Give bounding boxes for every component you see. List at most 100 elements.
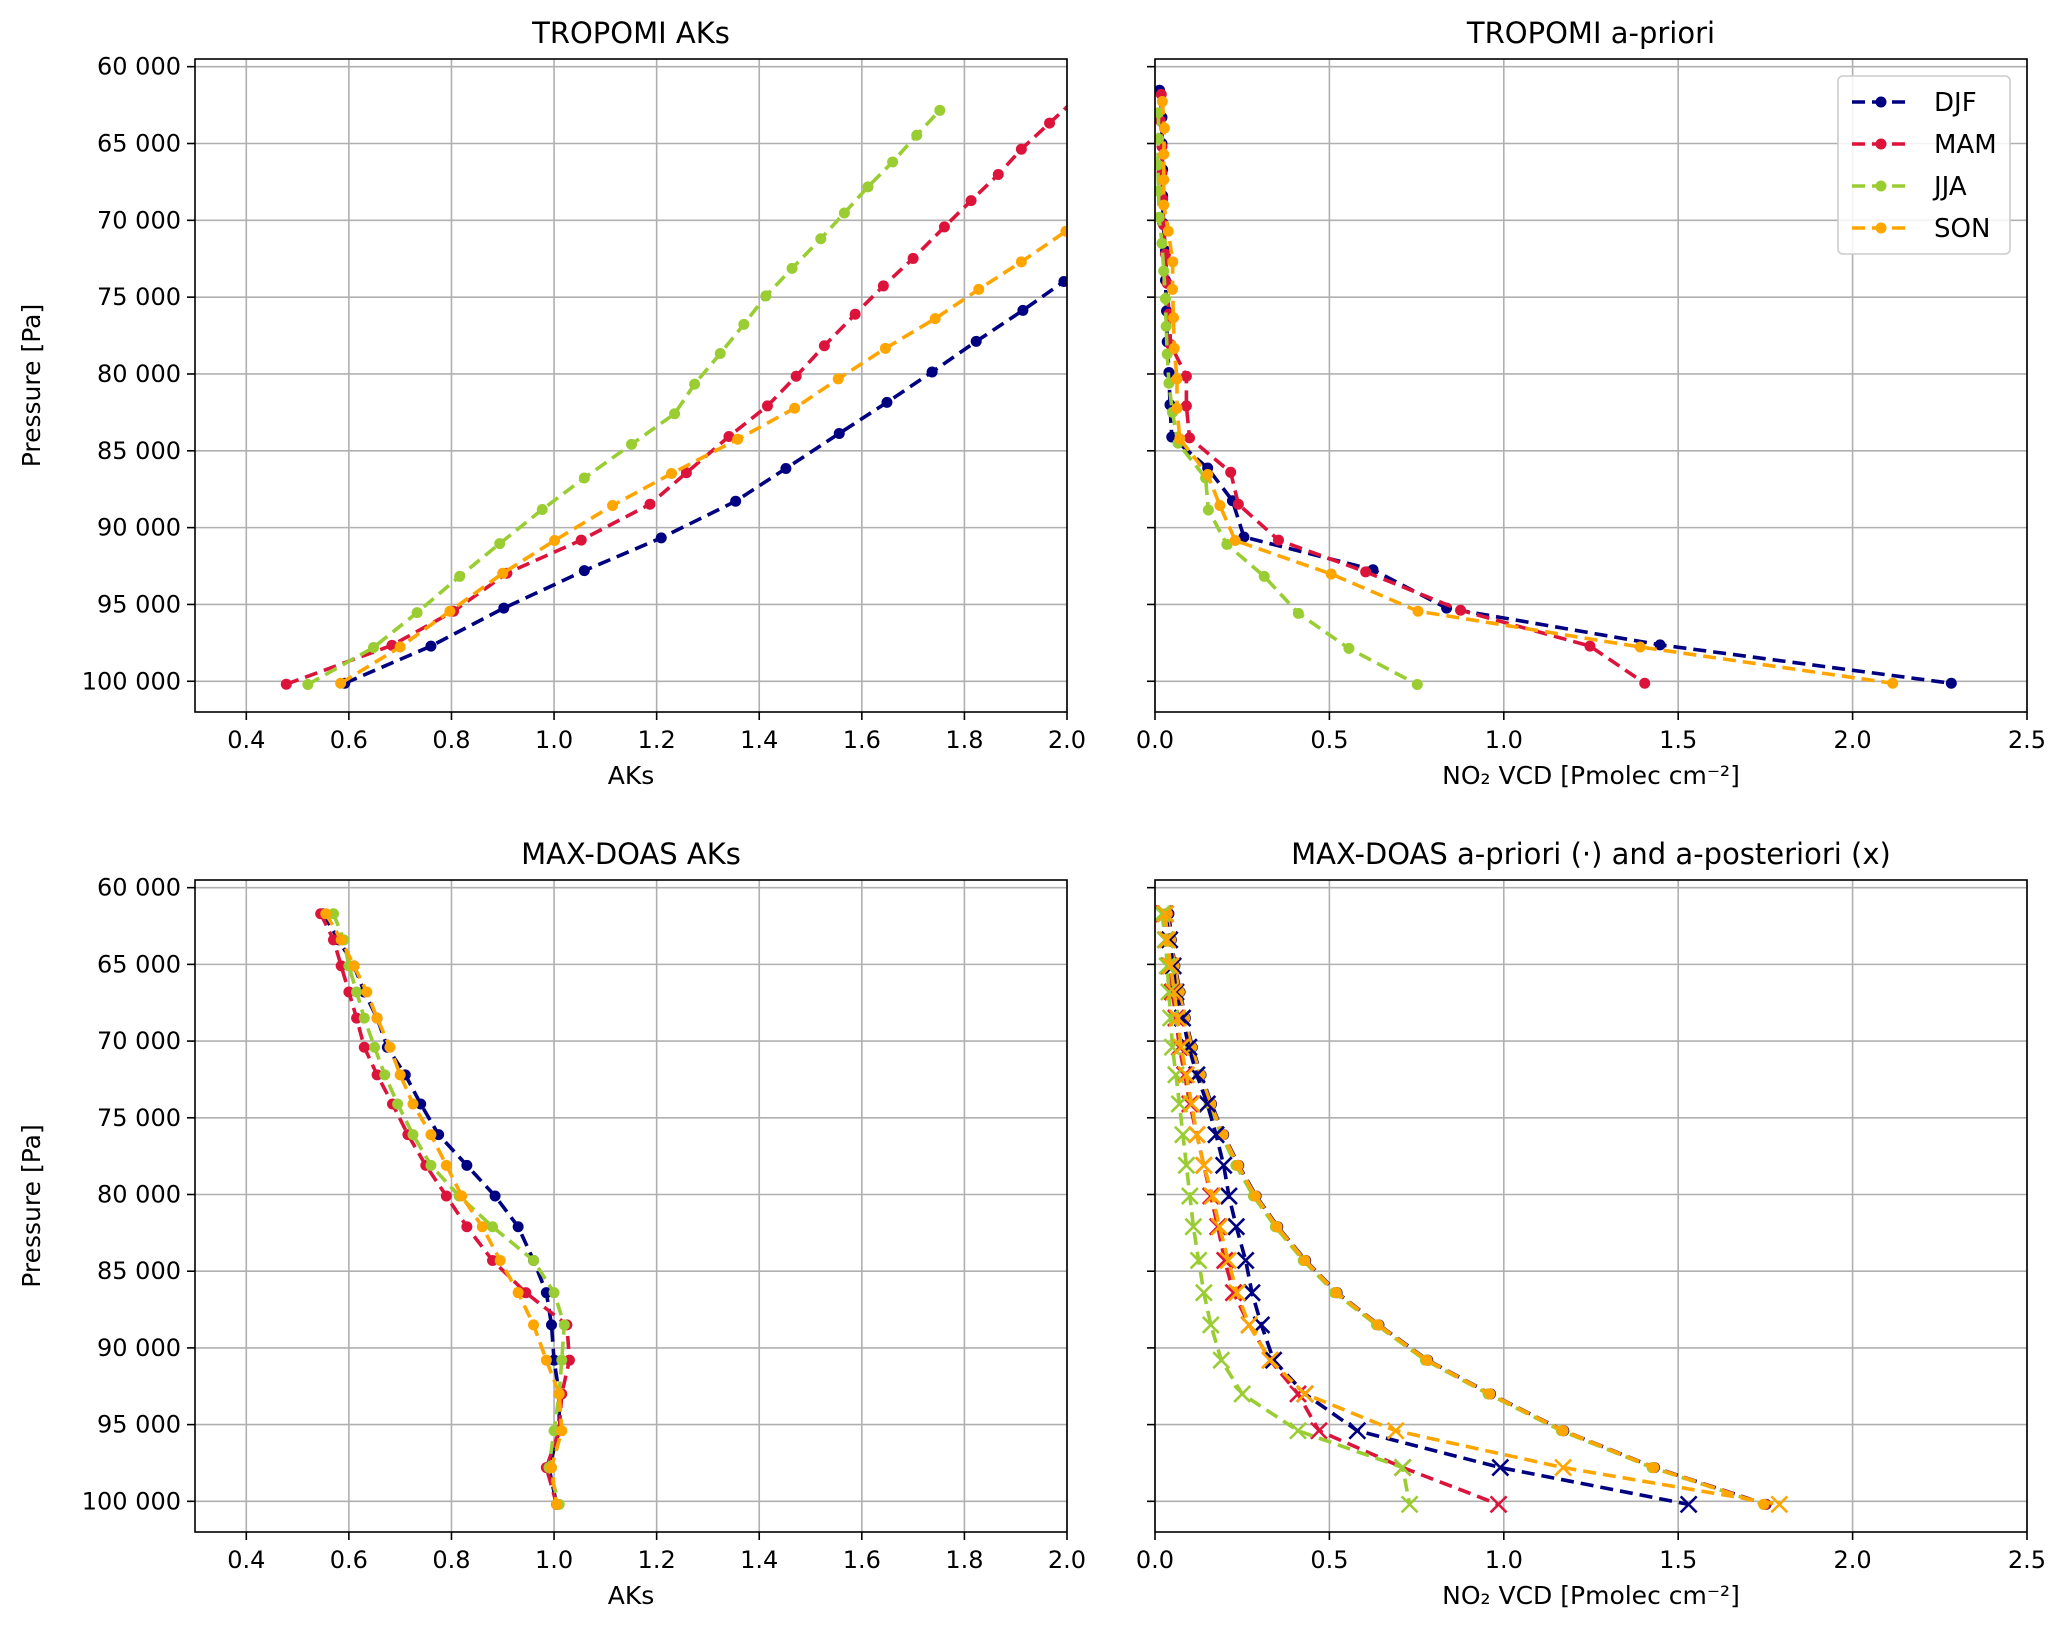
data-point-x [1236,1251,1255,1270]
legend-label: JJA [1932,172,1967,202]
y-tick-label: 60 000 [97,874,181,902]
x-tick-label: 0.6 [330,1546,368,1574]
data-point [1325,568,1337,580]
data-point-x [1207,1125,1225,1144]
series-line [1158,94,1646,685]
panel-title: MAX-DOAS a-priori (·) and a-posteriori (… [1291,837,1891,871]
data-point [1168,342,1180,354]
data-point [714,348,726,360]
data-point [1360,566,1372,578]
legend-box [1837,75,2011,255]
data-point [351,1012,363,1024]
x-tick-label: 1.0 [535,726,573,754]
data-point-x [1214,1156,1233,1175]
data-point-x [1220,1187,1238,1205]
y-tick-label: 80 000 [97,1180,181,1208]
data-point-x [1289,1385,1307,1403]
data-point [1202,468,1214,480]
x-tick-label: 1.6 [843,726,881,754]
data-point [487,1221,499,1233]
y-tick-label: 85 000 [97,1257,181,1285]
data-point [881,396,893,408]
panel-title: TROPOMI a-priori [1466,16,1715,50]
data-point-x [1489,1495,1508,1514]
data-point [1639,677,1651,689]
y-tick-label: 75 000 [97,1104,181,1132]
x-tick-label: 1.8 [945,1546,983,1574]
data-point [1299,1254,1311,1266]
data-point-x [1554,1458,1573,1477]
x-tick-label: 2.0 [1048,726,1086,754]
data-point-x [1240,1315,1259,1334]
data-point-x [1198,1095,1217,1113]
data-point-x [1491,1458,1510,1477]
data-point [440,1190,452,1202]
data-point-x [1187,1125,1206,1144]
data-point [386,639,398,651]
data-point [335,677,347,689]
series-mam [1155,88,1651,689]
data-point [1421,1354,1433,1366]
data-point [1184,432,1196,444]
data-point [1343,642,1355,654]
data-point-x [1243,1283,1261,1302]
panel-maxdoas-apriori-aposteriori: 0.0 0.5 1.0 1.5 2.0 2.5 MAX-DOAS a-priori (·) … [1136,837,2046,1610]
axes-frame [1154,58,2028,713]
panel-tropomi-apriori: 0.0 0.5 1.0 1.5 2.0 2.5 TROPOMI a-priori NO₂ VC… [1136,16,2046,790]
data-point-x [1215,1251,1234,1270]
panel-tropomi-aks: 0.4 0.6 0.8 1.0 1.2 1.4 1.6 1.8 2.0 60 000 65 000 7… [17,16,1086,790]
data-point [558,1319,570,1331]
data-point [965,195,977,207]
data-point [738,318,750,330]
data-point [655,532,667,544]
data-point [1229,535,1241,547]
data-point [1017,304,1029,316]
data-point [1160,320,1172,332]
x-tick-label: 1.4 [740,1546,778,1574]
data-point [1214,499,1226,511]
data-point [1158,199,1170,211]
data-point-x [1163,1038,1182,1057]
data-point [789,402,801,414]
data-point [1271,1221,1283,1233]
x-tick-label: 0.6 [330,726,368,754]
y-tick-label: 100 000 [82,667,181,695]
data-point [838,207,850,219]
x-tick-label: 2.0 [1834,726,1872,754]
data-point-x [1161,956,1180,975]
data-point [494,1254,506,1266]
data-point [548,1287,560,1299]
data-point-x [1158,930,1177,949]
legend-entry-jja: JJA [1852,172,1967,202]
data-point [862,181,874,193]
data-point [1158,122,1170,134]
data-point [689,378,701,390]
data-point-x [1210,1217,1229,1236]
data-point [520,1287,532,1299]
data-point [1058,275,1067,287]
data-point [335,960,347,972]
x-tick-label: 2.5 [2008,1546,2046,1574]
data-point [938,221,950,233]
data-point [528,1319,540,1331]
legend-label: MAM [1934,130,1997,160]
data-point-x [1219,1251,1238,1270]
data-point [411,607,423,619]
data-point [1186,1041,1198,1053]
data-point [563,1354,575,1366]
data-point [549,535,561,547]
series-mam [315,908,575,1510]
data-point [302,678,314,690]
data-point [626,438,638,450]
x-tick-label: 1.2 [638,726,676,754]
series-line [1161,913,1500,1507]
data-point [680,467,692,479]
data-point [1648,1462,1660,1474]
data-point [730,495,742,507]
data-point-x [1194,1156,1213,1175]
data-point [1654,639,1666,651]
data-point-x [1165,983,1184,1001]
data-point [1232,498,1244,510]
data-point [849,308,861,320]
